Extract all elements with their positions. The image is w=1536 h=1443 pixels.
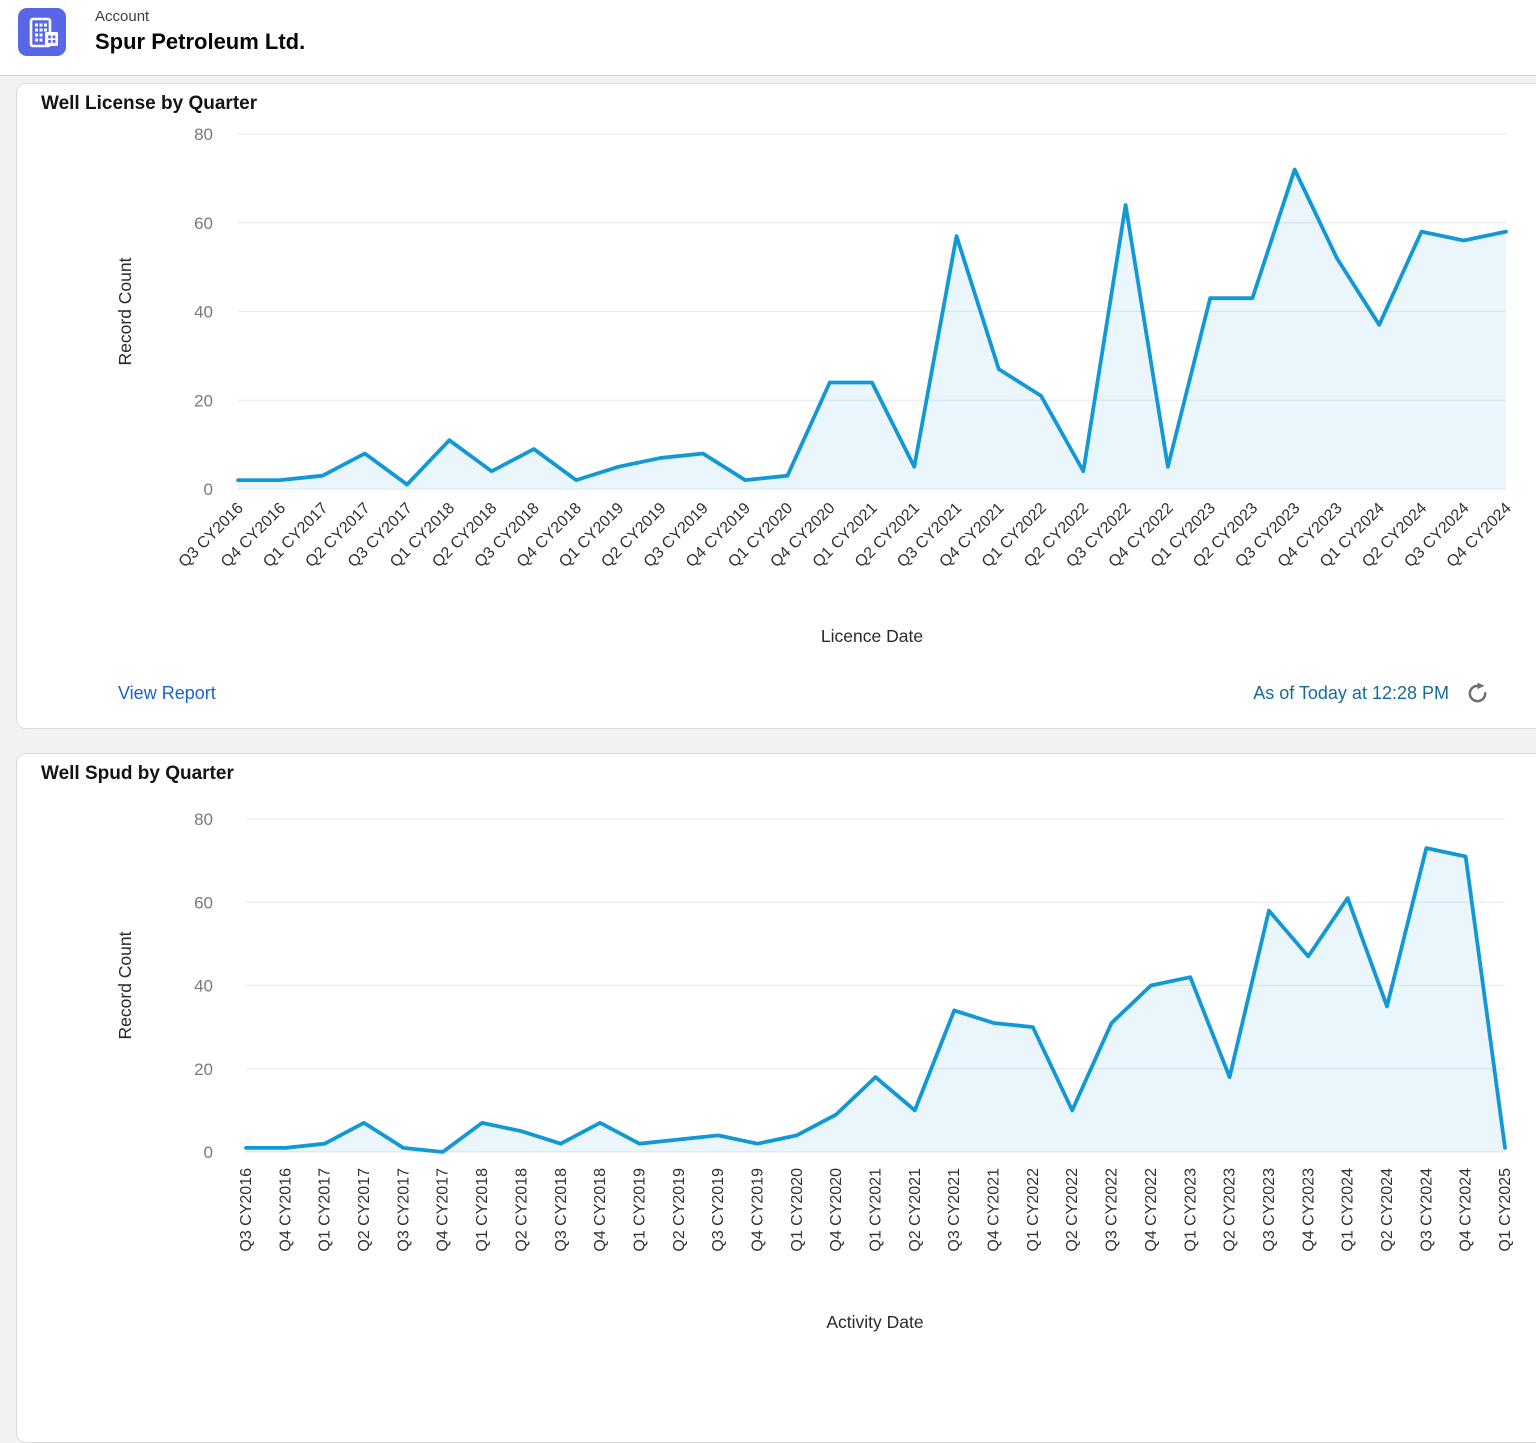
x-axis-title: Licence Date xyxy=(821,626,923,646)
view-report-link[interactable]: View Report xyxy=(118,682,216,703)
record-header: Account Spur Petroleum Ltd. xyxy=(0,0,1536,76)
area-fill xyxy=(246,848,1505,1152)
x-tick-label: Q2 CY2022 xyxy=(1064,1168,1081,1252)
y-tick-label: 80 xyxy=(194,810,213,829)
line-series xyxy=(236,167,1508,487)
y-tick-label: 40 xyxy=(194,977,213,996)
x-tick-label: Q3 CY2022 xyxy=(1104,1168,1121,1252)
area-fill xyxy=(238,169,1506,489)
well-license-chart[interactable]: 0 20 40 60 80 Q3 CY2016 Q4 CY2016 Q1 CY2017 Q2 C… xyxy=(17,84,1536,670)
y-tick-label: 40 xyxy=(194,303,213,322)
x-tick-label: Q3 CY2017 xyxy=(395,1168,412,1252)
x-tick-label: Q3 CY2019 xyxy=(710,1168,727,1252)
x-tick-label: Q2 CY2021 xyxy=(907,1168,924,1252)
y-tick-label: 60 xyxy=(194,893,213,912)
record-title: Spur Petroleum Ltd. xyxy=(95,29,306,54)
well-spud-chart[interactable]: 0 20 40 60 80 Q3 CY2016 Q4 CY2016 Q1 CY2017 Q2 C… xyxy=(17,754,1536,1394)
account-building-icon xyxy=(18,8,66,56)
x-tick-label: Q1 CY2018 xyxy=(474,1168,491,1252)
y-tick-label: 0 xyxy=(204,480,213,499)
object-type-label: Account xyxy=(95,8,150,25)
x-tick-label: Q2 CY2019 xyxy=(671,1168,688,1252)
x-tick-label: Q3 CY2024 xyxy=(1418,1168,1435,1252)
x-tick-label: Q1 CY2022 xyxy=(1025,1168,1042,1252)
x-tick-label: Q1 CY2021 xyxy=(868,1168,885,1252)
chart-canvas: 0 20 40 60 80 Q3 CY2016 Q4 CY2016 Q1 CY2017 Q2 C… xyxy=(115,810,1514,1332)
well-license-card: Well License by Quarter 0 20 40 60 80 Q3 CY20… xyxy=(16,83,1536,729)
x-tick-label: Q1 CY2023 xyxy=(1182,1168,1199,1252)
line-series xyxy=(244,846,1507,1154)
x-tick-label: Q4 CY2016 xyxy=(277,1168,294,1252)
x-tick-label: Q2 CY2018 xyxy=(513,1168,530,1252)
x-tick-label: Q4 CY2019 xyxy=(749,1168,766,1252)
x-tick-label: Q4 CY2023 xyxy=(1300,1168,1317,1252)
x-tick-label: Q1 CY2025 xyxy=(1497,1168,1514,1252)
x-tick-label: Q2 CY2024 xyxy=(1379,1168,1396,1252)
x-axis-title: Activity Date xyxy=(826,1312,923,1332)
card-footer: View Report As of Today at 12:28 PM xyxy=(41,678,1489,708)
x-tick-label: Q1 CY2020 xyxy=(789,1168,806,1252)
well-license-card-title: Well License by Quarter xyxy=(41,93,258,114)
x-tick-label: Q1 CY2019 xyxy=(631,1168,648,1252)
x-tick-label: Q4 CY2018 xyxy=(592,1168,609,1252)
well-spud-card: Well Spud by Quarter 0 20 40 60 80 Q3 CY2016 Q… xyxy=(16,753,1536,1443)
x-tick-label: Q2 CY2023 xyxy=(1222,1168,1239,1252)
y-tick-label: 80 xyxy=(194,125,213,144)
x-tick-label: Q4 CY2021 xyxy=(986,1168,1003,1252)
x-tick-label: Q4 CY2017 xyxy=(435,1168,452,1252)
as-of-timestamp: As of Today at 12:28 PM xyxy=(1253,682,1449,703)
x-tick-label: Q4 CY2022 xyxy=(1143,1168,1160,1252)
well-spud-card-title: Well Spud by Quarter xyxy=(41,763,234,784)
x-tick-label: Q1 CY2017 xyxy=(317,1168,334,1252)
y-tick-label: 60 xyxy=(194,214,213,233)
x-tick-label: Q4 CY2024 xyxy=(1458,1168,1475,1252)
y-tick-label: 20 xyxy=(194,1060,213,1079)
x-tick-label: Q1 CY2024 xyxy=(1340,1168,1357,1252)
y-tick-label: 0 xyxy=(204,1143,213,1162)
x-tick-label: Q4 CY2020 xyxy=(828,1168,845,1252)
y-axis-title: Record Count xyxy=(115,931,135,1039)
y-tick-label: 20 xyxy=(194,391,213,410)
y-axis-title: Record Count xyxy=(115,257,135,365)
x-tick-label: Q2 CY2017 xyxy=(356,1168,373,1252)
x-tick-label: Q3 CY2016 xyxy=(238,1168,255,1252)
x-tick-label: Q3 CY2021 xyxy=(946,1168,963,1252)
x-tick-label: Q3 CY2023 xyxy=(1261,1168,1278,1252)
x-tick-label: Q3 CY2018 xyxy=(553,1168,570,1252)
refresh-icon[interactable] xyxy=(1465,681,1489,705)
icon-tile xyxy=(18,8,66,56)
